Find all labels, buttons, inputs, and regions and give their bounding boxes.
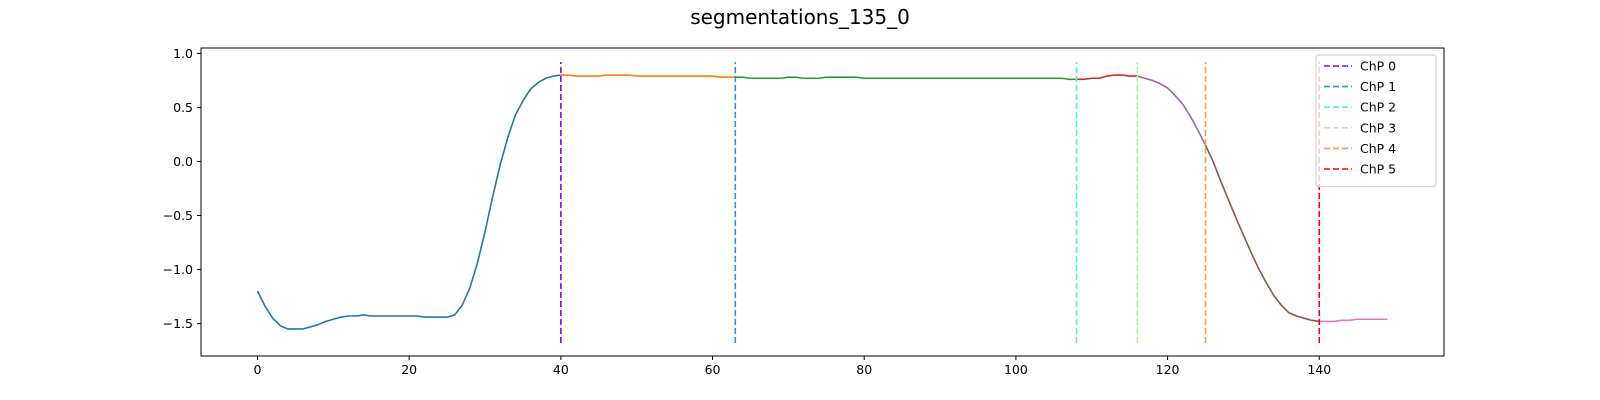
legend-label: ChP 0 [1360, 59, 1396, 74]
y-tick-label: 0.5 [173, 100, 193, 115]
legend-label: ChP 1 [1360, 79, 1396, 94]
y-tick-label: −0.5 [163, 208, 193, 223]
legend-label: ChP 5 [1360, 162, 1396, 177]
legend-label: ChP 4 [1360, 141, 1396, 156]
series-segment-0 [256, 74, 561, 330]
x-tick-label: 100 [1004, 362, 1028, 377]
series-segment-5 [1204, 144, 1320, 323]
x-tick-label: 60 [705, 362, 721, 377]
x-axis: 0 20 40 60 80 100 120 140 [254, 356, 1331, 377]
change-point-lines [560, 62, 1321, 344]
series-segment-2 [735, 76, 1077, 81]
series-segment-3 [1076, 74, 1138, 81]
chart-title: segmentations_135_0 [690, 5, 910, 29]
y-tick-label: −1.5 [163, 316, 193, 331]
x-tick-label: 0 [254, 362, 262, 377]
x-tick-label: 140 [1307, 362, 1331, 377]
x-tick-label: 40 [553, 362, 569, 377]
series-segment-4 [1137, 75, 1207, 146]
y-tick-label: −1.0 [163, 262, 193, 277]
y-tick-label: 1.0 [173, 46, 193, 61]
plot-area [200, 47, 1445, 357]
y-tick-label: 0.0 [173, 154, 193, 169]
y-axis: −1.5 −1.0 −0.5 0.0 0.5 1.0 [163, 46, 201, 331]
series-layer [256, 74, 1388, 330]
x-tick-label: 80 [856, 362, 872, 377]
x-tick-label: 20 [401, 362, 417, 377]
series-segment-1 [560, 74, 736, 78]
legend-label: ChP 2 [1360, 100, 1396, 115]
x-tick-label: 120 [1156, 362, 1180, 377]
legend-label: ChP 3 [1360, 120, 1396, 135]
legend: ChP 0 ChP 1 ChP 2 ChP 3 ChP 4 ChP 5 [1315, 54, 1437, 188]
series-segment-6 [1319, 318, 1388, 323]
legend-box [1315, 54, 1437, 188]
